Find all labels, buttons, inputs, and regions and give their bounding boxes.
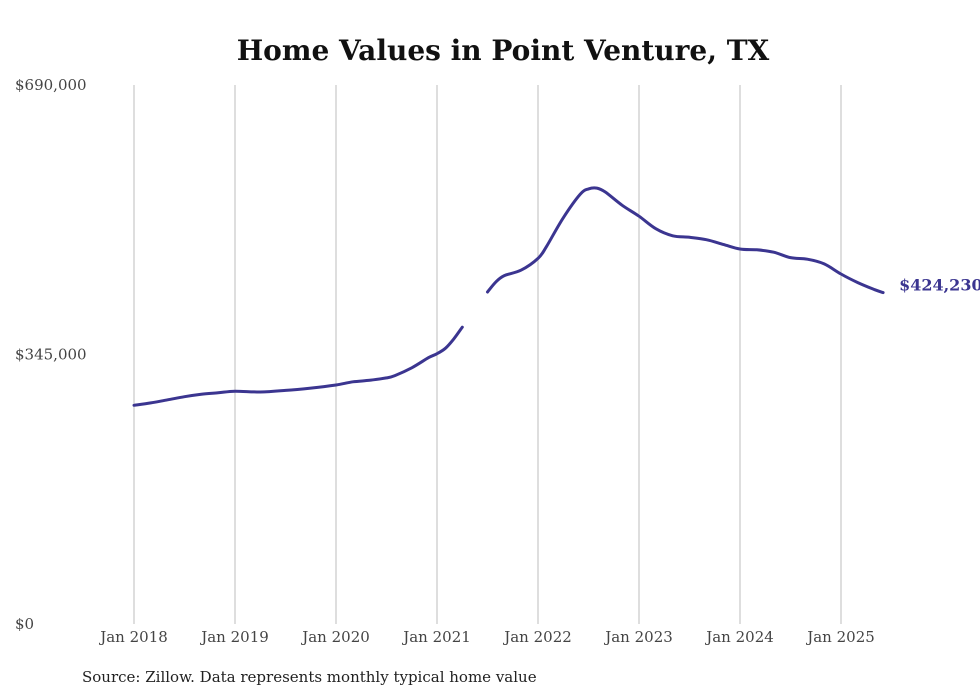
series-group — [132, 186, 885, 407]
end-value-label: $424,230 — [899, 276, 980, 295]
x-tick-label: Jan 2020 — [300, 628, 370, 646]
y-tick-label: $345,000 — [15, 346, 87, 364]
x-tick-label: Jan 2019 — [199, 628, 269, 646]
series-line — [132, 325, 464, 407]
chart-title: Home Values in Point Venture, TX — [237, 34, 770, 67]
x-tick-label: Jan 2025 — [805, 628, 875, 646]
x-axis: Jan 2018 Jan 2019 Jan 2020 Jan 2021 Jan 2022… — [98, 628, 875, 646]
y-axis: $0 $345,000 $690,000 — [15, 76, 87, 633]
x-tick-label: Jan 2021 — [401, 628, 471, 646]
x-tick-label: Jan 2022 — [502, 628, 572, 646]
y-tick-label: $0 — [15, 615, 34, 633]
grid-lines — [133, 85, 842, 624]
y-tick-label: $690,000 — [15, 76, 87, 94]
x-tick-label: Jan 2024 — [704, 628, 774, 646]
series-line — [486, 186, 885, 295]
x-tick-label: Jan 2018 — [98, 628, 168, 646]
source-note: Source: Zillow. Data represents monthly … — [82, 668, 537, 686]
x-tick-label: Jan 2023 — [603, 628, 673, 646]
